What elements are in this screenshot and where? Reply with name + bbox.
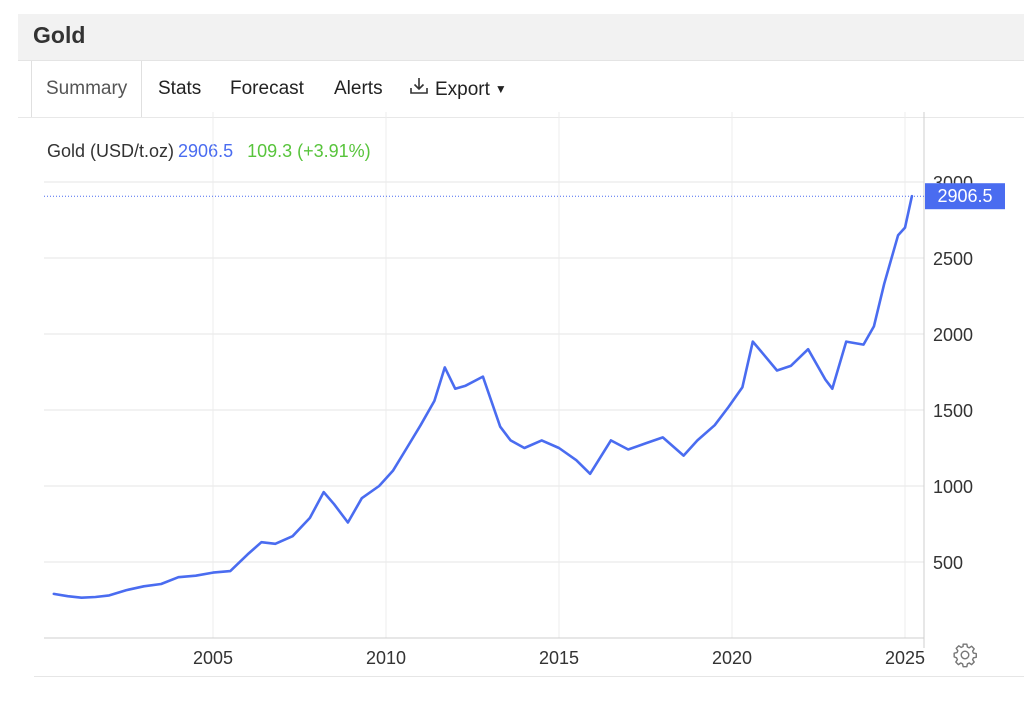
bottom-border: [34, 676, 1024, 677]
tab-summary-label: Summary: [46, 78, 128, 99]
chevron-down-icon: ▼: [494, 82, 507, 96]
last-value-badge: [925, 183, 1005, 210]
tab-bar: Summary Stats Forecast Alerts Export ▼: [31, 61, 1024, 117]
x-tick-label-2025: 2025: [885, 648, 925, 668]
gear-icon[interactable]: [952, 642, 978, 668]
title-bar: Gold: [18, 14, 1024, 61]
tab-forecast-label: Forecast: [230, 78, 304, 99]
tab-summary[interactable]: Summary: [31, 61, 143, 117]
grid-lines: [44, 112, 924, 638]
chart-legend: Gold (USD/t.oz) 2906.5 109.3 (+3.91%): [47, 141, 371, 162]
page-title: Gold: [33, 22, 86, 48]
y-tick-label-500: 500: [933, 553, 963, 573]
plot-area: [52, 194, 914, 600]
y-tick-label-1500: 1500: [933, 401, 973, 421]
export-button[interactable]: Export ▼: [409, 61, 507, 117]
export-label: Export: [435, 79, 490, 100]
legend-current-value: 2906.5: [178, 141, 234, 161]
last-value-marker: 2906.5: [44, 183, 1005, 210]
y-tick-label-2000: 2000: [933, 325, 973, 345]
tab-forecast[interactable]: Forecast: [230, 61, 304, 117]
x-tick-label-2015: 2015: [539, 648, 579, 668]
series-line-gold: [52, 194, 914, 600]
y-tick-label-1000: 1000: [933, 477, 973, 497]
tab-alerts-label: Alerts: [334, 78, 383, 99]
axes: [44, 112, 925, 648]
y-tick-label-2500: 2500: [933, 249, 973, 269]
download-icon: [409, 62, 429, 118]
tabs-divider: [18, 117, 1024, 118]
tab-alerts[interactable]: Alerts: [334, 61, 383, 117]
legend-change: 109.3 (+3.91%): [247, 141, 371, 161]
x-tick-label-2010: 2010: [366, 648, 406, 668]
last-value-label: 2906.5: [937, 186, 992, 206]
legend-series-name: Gold (USD/t.oz): [47, 141, 175, 161]
x-tick-label-2005: 2005: [193, 648, 233, 668]
tab-stats-label: Stats: [158, 78, 202, 99]
tab-stats[interactable]: Stats: [158, 61, 201, 117]
x-tick-label-2020: 2020: [712, 648, 752, 668]
